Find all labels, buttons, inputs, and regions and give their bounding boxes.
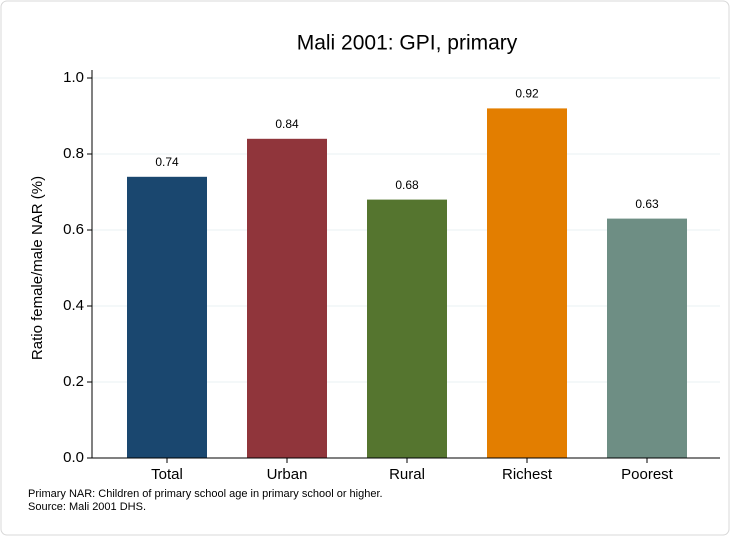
value-label: 0.63 (635, 197, 659, 211)
value-label: 0.74 (155, 155, 179, 169)
bar (487, 108, 567, 459)
note: Source: Mali 2001 DHS. (28, 501, 146, 513)
chart-title: Mali 2001: GPI, primary (297, 32, 518, 55)
bar (367, 199, 447, 458)
x-tick-label: Poorest (621, 466, 674, 483)
x-tick-label: Total (151, 466, 183, 483)
note: Primary NAR: Children of primary school … (28, 488, 383, 500)
bar (607, 218, 687, 458)
bar (247, 138, 327, 459)
y-tick-label: 0.6 (63, 221, 84, 238)
value-label: 0.92 (515, 87, 539, 101)
y-tick-label: 0.4 (63, 297, 84, 314)
y-tick-label: 0.2 (63, 373, 84, 390)
y-tick-label: 1.0 (63, 69, 84, 86)
y-axis-label: Ratio female/male NAR (%) (29, 176, 46, 360)
x-tick-label: Richest (502, 466, 553, 483)
y-tick-label: 0.8 (63, 145, 84, 162)
x-tick-label: Rural (389, 466, 425, 483)
y-tick-label: 0.0 (63, 449, 84, 466)
value-label: 0.84 (275, 117, 299, 131)
bar (127, 176, 207, 459)
x-tick-label: Urban (267, 466, 308, 483)
value-label: 0.68 (395, 178, 419, 192)
